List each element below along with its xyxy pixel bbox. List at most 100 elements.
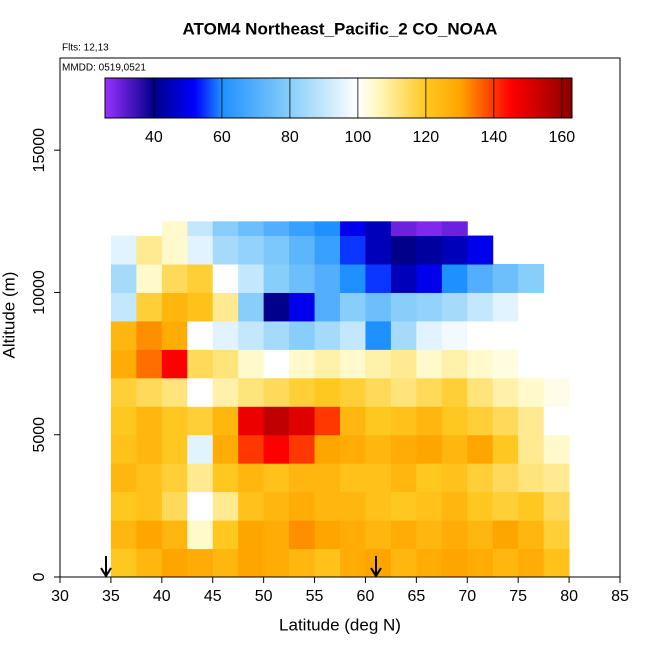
x-tick-label: 65 [407, 588, 425, 605]
heatmap-cell [289, 434, 316, 464]
heatmap-cell [543, 292, 570, 322]
heatmap-cell [441, 292, 468, 322]
heatmap-cell [314, 320, 341, 350]
heatmap-cell [390, 548, 417, 578]
colorbar [104, 77, 573, 119]
chart-title: ATOM4 Northeast_Pacific_2 CO_NOAA [183, 19, 498, 38]
heatmap-cell [416, 406, 443, 436]
heatmap-cell [441, 264, 468, 293]
y-tick-label: 5000 [31, 417, 48, 453]
heatmap-cell [365, 520, 392, 550]
heatmap-cell [212, 349, 239, 379]
x-axis-label: Latitude (deg N) [279, 615, 401, 634]
heatmap-cell [314, 377, 341, 407]
heatmap-cell [187, 434, 214, 464]
heatmap-cell [263, 349, 290, 379]
heatmap [110, 221, 596, 578]
heatmap-cell [212, 491, 239, 521]
x-tick-label: 45 [204, 588, 222, 605]
heatmap-cell [263, 491, 290, 521]
heatmap-cell [441, 548, 468, 578]
heatmap-cell [238, 221, 265, 237]
colorbar-tick-label: 100 [345, 129, 372, 146]
heatmap-cell [365, 377, 392, 407]
heatmap-cell [187, 221, 214, 237]
heatmap-cell [365, 264, 392, 293]
colorbar-tick-label: 120 [412, 129, 439, 146]
heatmap-cell [365, 292, 392, 322]
heatmap-cell [569, 320, 596, 350]
heatmap-cell [136, 221, 163, 237]
heatmap-cell [161, 264, 188, 293]
heatmap-cell [314, 292, 341, 322]
heatmap-cell [390, 491, 417, 521]
heatmap-cell [314, 235, 341, 265]
heatmap-cell [136, 434, 163, 464]
heatmap-cell [136, 235, 163, 265]
heatmap-cell [161, 320, 188, 350]
heatmap-cell [518, 463, 545, 493]
heatmap-cell [467, 377, 494, 407]
heatmap-cell [543, 548, 570, 578]
heatmap-cell [263, 463, 290, 493]
heatmap-cell [543, 406, 570, 436]
arrow [100, 556, 112, 578]
plot-frame [59, 57, 621, 578]
heatmap-cell [390, 264, 417, 293]
heatmap-cell [110, 548, 137, 578]
heatmap-cell [492, 548, 519, 578]
heatmap-cell [365, 406, 392, 436]
colorbar-tick-label: 40 [145, 129, 163, 146]
heatmap-cell [110, 349, 137, 379]
heatmap-cell [441, 463, 468, 493]
heatmap-cell [161, 292, 188, 322]
heatmap-cell [492, 349, 519, 379]
heatmap-cell [390, 221, 417, 237]
heatmap-cell [314, 434, 341, 464]
heatmap-cell [416, 264, 443, 293]
heatmap-cell [136, 377, 163, 407]
heatmap-cell [467, 406, 494, 436]
y-tick-label: 10000 [31, 270, 48, 315]
heatmap-cell [416, 292, 443, 322]
heatmap-cell [365, 235, 392, 265]
heatmap-cell [390, 520, 417, 550]
heatmap-cell [492, 292, 519, 322]
heatmap-cell [441, 235, 468, 265]
heatmap-cell [136, 292, 163, 322]
heatmap-cell [365, 320, 392, 350]
heatmap-cell [314, 520, 341, 550]
heatmap-cell [187, 463, 214, 493]
heatmap-cell [136, 264, 163, 293]
heatmap-cell [263, 434, 290, 464]
heatmap-cell [187, 320, 214, 350]
heatmap-cell [416, 377, 443, 407]
heatmap-cell [289, 264, 316, 293]
heatmap-cell [263, 377, 290, 407]
heatmap-cell [365, 463, 392, 493]
heatmap-cell [238, 292, 265, 322]
heatmap-cell [467, 264, 494, 293]
heatmap-cell [110, 292, 137, 322]
heatmap-cell [289, 235, 316, 265]
heatmap-cell [136, 349, 163, 379]
heatmap-cell [416, 434, 443, 464]
heatmap-cell [238, 463, 265, 493]
colorbar-tick-label: 60 [213, 129, 231, 146]
heatmap-cell [467, 520, 494, 550]
heatmap-cell [340, 349, 366, 379]
heatmap-cell [441, 377, 468, 407]
colorbar-tick-label: 80 [281, 129, 299, 146]
heatmap-cell [416, 548, 443, 578]
heatmap-cell [569, 292, 596, 322]
heatmap-cell [110, 434, 137, 464]
x-tick-label: 70 [458, 588, 476, 605]
heatmap-cell [441, 349, 468, 379]
x-tick-label: 60 [357, 588, 375, 605]
heatmap-cell [314, 406, 341, 436]
annotation: MMDD: 0519,0521 [62, 63, 146, 74]
heatmap-cell [289, 221, 316, 237]
heatmap-cell [314, 221, 341, 237]
heatmap-cell [416, 520, 443, 550]
heatmap-cell [263, 292, 290, 322]
